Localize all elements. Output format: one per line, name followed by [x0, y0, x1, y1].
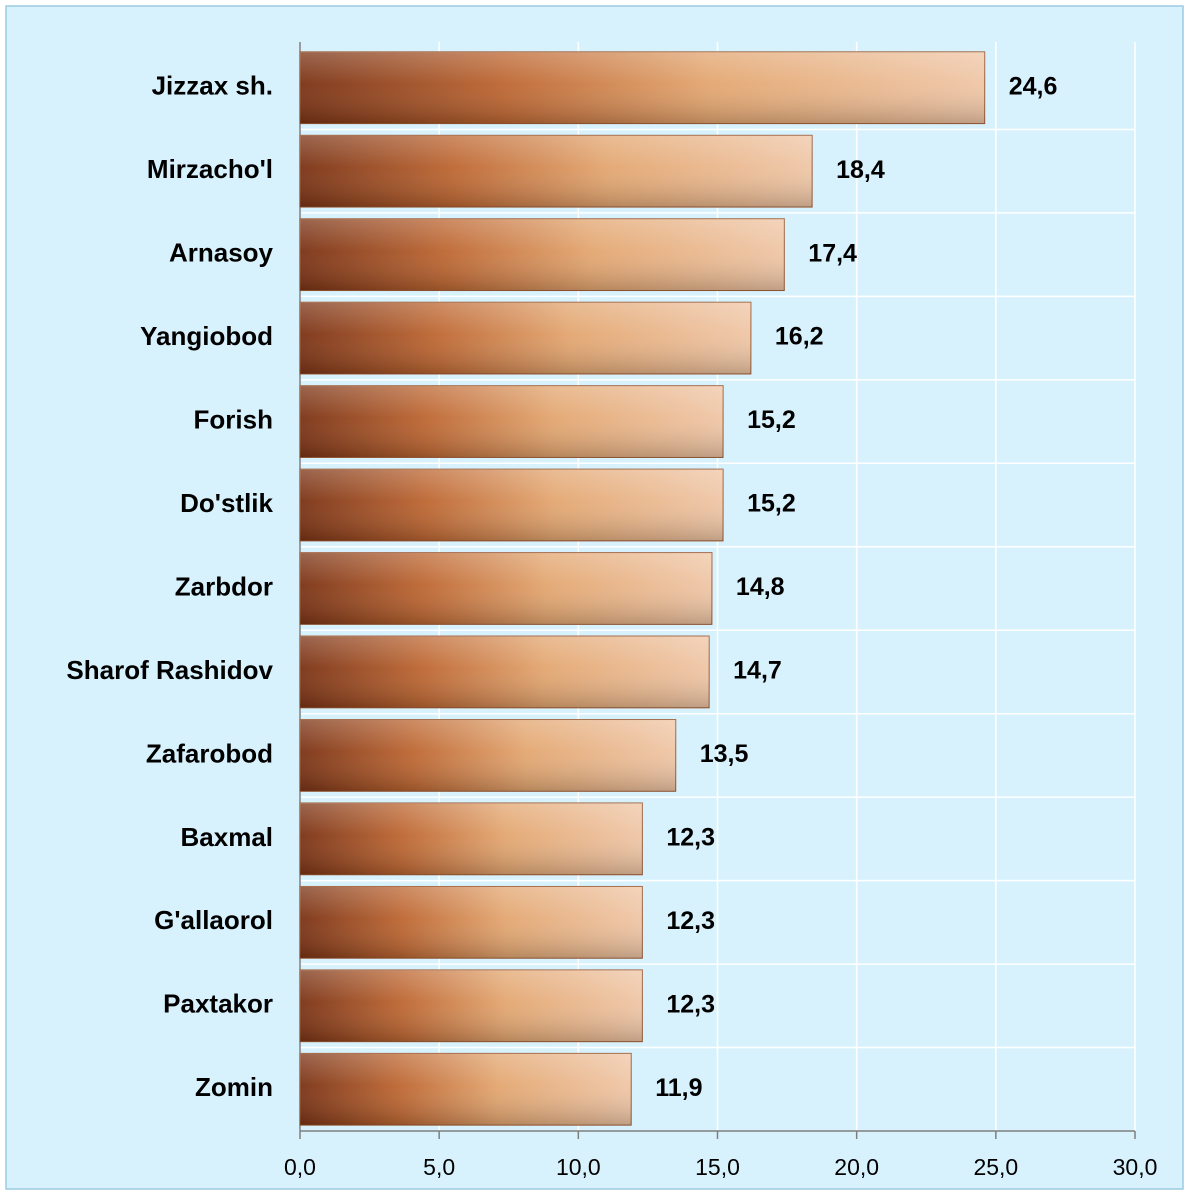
value-label: 18,4: [836, 156, 885, 184]
value-label: 14,8: [736, 573, 785, 601]
bar-sheen: [300, 802, 643, 875]
x-tick-label: 30,0: [1113, 1154, 1158, 1180]
y-tick-label: Arnasoy: [169, 238, 274, 268]
x-tick-label: 10,0: [556, 1154, 601, 1180]
bar-sheen: [300, 886, 643, 959]
y-tick-label: Zomin: [195, 1072, 273, 1102]
value-label: 14,7: [733, 657, 782, 685]
value-label: 15,2: [747, 490, 796, 518]
y-tick-label: Jizzax sh.: [152, 71, 273, 101]
bar-sheen: [300, 469, 724, 541]
bar-sheen: [300, 302, 751, 375]
value-label: 12,3: [666, 990, 715, 1018]
y-tick-label: Yangiobod: [140, 321, 273, 351]
x-tick-label: 5,0: [423, 1154, 455, 1180]
y-tick-label: Mirzacho'l: [147, 154, 273, 184]
bar-sheen: [300, 719, 676, 792]
bar-sheen: [300, 552, 712, 625]
value-label: 11,9: [655, 1074, 702, 1102]
y-tick-label: Forish: [194, 404, 273, 434]
y-tick-label: Baxmal: [181, 822, 274, 852]
value-label: 12,3: [666, 907, 715, 935]
y-tick-label: Paxtakor: [163, 989, 273, 1019]
bar-sheen: [300, 969, 643, 1042]
y-tick-label: Zafarobod: [146, 738, 273, 768]
bar-sheen: [300, 385, 724, 458]
x-tick-label: 25,0: [973, 1154, 1018, 1180]
bar-sheen: [300, 218, 785, 291]
bar-sheen: [300, 1053, 632, 1126]
y-tick-label: Do'stlik: [180, 488, 273, 518]
value-label: 17,4: [808, 239, 857, 267]
value-label: 16,2: [775, 323, 824, 351]
y-tick-label: Sharof Rashidov: [66, 655, 273, 685]
bar-sheen: [300, 51, 985, 124]
bar-sheen: [300, 636, 710, 708]
y-tick-label: Zarbdor: [175, 571, 273, 601]
value-label: 13,5: [700, 740, 749, 768]
x-tick-label: 15,0: [695, 1154, 740, 1180]
y-tick-label: G'allaorol: [154, 905, 273, 935]
value-label: 15,2: [747, 406, 796, 434]
value-label: 24,6: [1009, 72, 1058, 100]
bar-sheen: [300, 135, 813, 208]
value-label: 12,3: [666, 823, 715, 851]
x-tick-label: 20,0: [834, 1154, 879, 1180]
x-tick-label: 0,0: [284, 1154, 316, 1180]
